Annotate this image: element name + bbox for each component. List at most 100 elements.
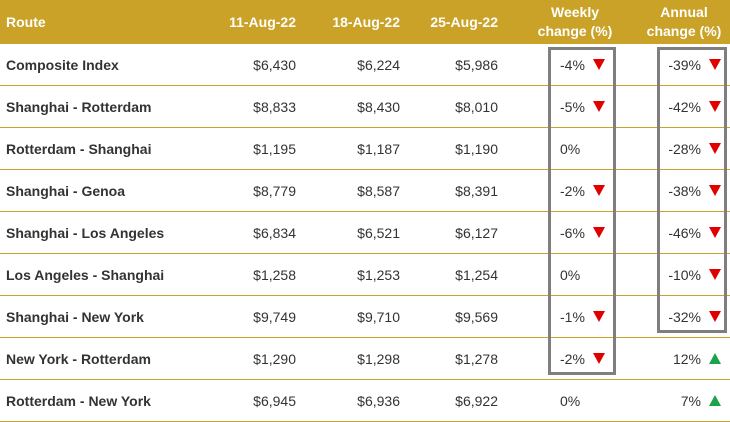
annual-change-cell: -10% [620, 254, 721, 295]
annual-change-value: -42% [668, 98, 701, 115]
rate-d2: $1,253 [357, 266, 400, 283]
route-name: Shanghai - Genoa [6, 182, 126, 199]
table-row: New York - Rotterdam $1,290 $1,298 $1,278 -2… [0, 338, 730, 380]
weekly-change-cell: -2% [560, 338, 616, 379]
rate-d1: $9,749 [253, 308, 296, 325]
annual-change-highlight-box [657, 47, 727, 333]
annual-change-value: -38% [668, 182, 701, 199]
weekly-change-cell: -6% [560, 212, 616, 253]
weekly-change-value: -1% [560, 308, 585, 325]
rate-d1: $8,779 [253, 182, 296, 199]
annual-change-value: -10% [668, 266, 701, 283]
up-arrow-icon [709, 353, 721, 364]
down-arrow-icon [592, 59, 605, 70]
annual-change-cell: -39% [620, 44, 721, 85]
header-date-3: 25-Aug-22 [430, 14, 498, 30]
rate-d3: $9,569 [455, 308, 498, 325]
weekly-change-cell: 0% [560, 128, 616, 169]
down-arrow-icon [709, 227, 721, 238]
header-annual-change: Annual change (%) [634, 0, 730, 44]
annual-change-value: -39% [668, 56, 701, 73]
down-arrow-icon [592, 311, 605, 322]
down-arrow-icon [709, 143, 721, 154]
header-weekly-change: Weekly change (%) [525, 0, 625, 44]
rate-d2: $6,521 [357, 224, 400, 241]
annual-change-value: -28% [668, 140, 701, 157]
annual-change-cell: -42% [620, 86, 721, 127]
weekly-change-cell: 0% [560, 380, 616, 421]
weekly-change-value: -2% [560, 182, 585, 199]
rate-d2: $8,430 [357, 98, 400, 115]
weekly-change-value: 0% [560, 140, 581, 157]
route-name: Shanghai - New York [6, 308, 144, 325]
header-date-2: 18-Aug-22 [332, 14, 400, 30]
down-arrow-icon [709, 185, 721, 196]
rate-d1: $1,258 [253, 266, 296, 283]
route-name: Composite Index [6, 56, 119, 73]
weekly-change-value: -5% [560, 98, 585, 115]
rate-d1: $1,195 [253, 140, 296, 157]
weekly-change-value: -6% [560, 224, 585, 241]
down-arrow-icon [592, 353, 605, 364]
weekly-change-cell: -1% [560, 296, 616, 337]
rate-d3: $5,986 [455, 56, 498, 73]
rate-d3: $6,922 [455, 392, 498, 409]
header-date-1: 11-Aug-22 [229, 14, 296, 30]
annual-change-value: 7% [680, 392, 701, 409]
header-route: Route [6, 14, 46, 30]
annual-change-cell: -28% [620, 128, 721, 169]
down-arrow-icon [709, 269, 721, 280]
annual-change-cell: -32% [620, 296, 721, 337]
table-row: Shanghai - New York $9,749 $9,710 $9,569 -1%… [0, 296, 730, 338]
route-name: Los Angeles - Shanghai [6, 266, 165, 283]
rate-d2: $6,936 [357, 392, 400, 409]
annual-change-value: -32% [668, 308, 701, 325]
rate-d2: $1,298 [357, 350, 400, 367]
rate-d1: $6,945 [253, 392, 296, 409]
weekly-change-cell: -5% [560, 86, 616, 127]
header-annual-line1: Annual [660, 4, 708, 20]
table-row: Los Angeles - Shanghai $1,258 $1,253 $1,254… [0, 254, 730, 296]
rate-d1: $8,833 [253, 98, 296, 115]
annual-change-value: 12% [672, 350, 701, 367]
route-name: Shanghai - Rotterdam [6, 98, 152, 115]
weekly-change-value: -4% [560, 56, 585, 73]
weekly-change-highlight-box [548, 47, 616, 375]
weekly-change-value: 0% [560, 392, 581, 409]
route-name: Rotterdam - New York [6, 392, 151, 409]
rate-d1: $6,430 [253, 56, 296, 73]
rate-d3: $1,254 [455, 266, 498, 283]
weekly-change-cell: -2% [560, 170, 616, 211]
rate-d3: $1,278 [455, 350, 498, 367]
rate-d3: $6,127 [455, 224, 498, 241]
rate-d2: $6,224 [357, 56, 400, 73]
table-row: Shanghai - Los Angeles $6,834 $6,521 $6,127… [0, 212, 730, 254]
annual-change-cell: -46% [620, 212, 721, 253]
rate-d1: $1,290 [253, 350, 296, 367]
table-row: Composite Index $6,430 $6,224 $5,986 -4% -39% [0, 44, 730, 86]
table-row: Shanghai - Genoa $8,779 $8,587 $8,391 -2% -38… [0, 170, 730, 212]
header-weekly-line1: Weekly [551, 4, 599, 20]
down-arrow-icon [709, 59, 721, 70]
annual-change-value: -46% [668, 224, 701, 241]
route-name: New York - Rotterdam [6, 350, 151, 367]
rate-d3: $8,010 [455, 98, 498, 115]
down-arrow-icon [592, 227, 605, 238]
header-annual-line2: change (%) [646, 23, 722, 39]
annual-change-cell: -38% [620, 170, 721, 211]
rate-d3: $1,190 [455, 140, 498, 157]
table-row: Rotterdam - Shanghai $1,195 $1,187 $1,190 0%… [0, 128, 730, 170]
rate-d2: $9,710 [357, 308, 400, 325]
route-name: Shanghai - Los Angeles [6, 224, 165, 241]
annual-change-cell: 12% [620, 338, 721, 379]
down-arrow-icon [592, 185, 605, 196]
weekly-change-cell: -4% [560, 44, 616, 85]
route-name: Rotterdam - Shanghai [6, 140, 152, 157]
table-row: Shanghai - Rotterdam $8,833 $8,430 $8,010 -5… [0, 86, 730, 128]
up-arrow-icon [709, 395, 721, 406]
down-arrow-icon [592, 101, 605, 112]
rate-d2: $8,587 [357, 182, 400, 199]
header-weekly-line2: change (%) [537, 23, 613, 39]
table-header: Route 11-Aug-22 18-Aug-22 25-Aug-22 Week… [0, 0, 730, 44]
rate-d2: $1,187 [357, 140, 400, 157]
